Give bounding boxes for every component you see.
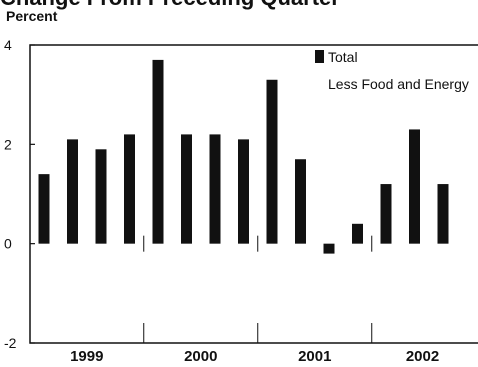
bar-total <box>181 134 192 244</box>
y-axis-unit-label: Percent <box>6 8 58 24</box>
y-tick-label: 2 <box>4 136 12 152</box>
bar-total <box>209 134 221 244</box>
x-axis-year-labels: 1999 2000 2001 2002 <box>70 235 439 365</box>
y-tick-label: -2 <box>4 335 17 351</box>
legend-swatch-total <box>315 50 324 63</box>
bar-total <box>266 79 278 244</box>
bar-total <box>352 223 363 244</box>
bar-total <box>380 184 392 244</box>
y-tick-label: 0 <box>4 236 12 252</box>
bars-group <box>38 59 449 254</box>
bar-total <box>437 184 449 244</box>
year-label: 1999 <box>70 348 103 365</box>
chart-title: Change From Preceding Quarter <box>0 0 478 9</box>
bar-total <box>152 59 164 244</box>
legend-label-total: Total <box>328 49 358 65</box>
plot-border <box>29 44 478 344</box>
bar-total <box>38 174 50 244</box>
bar-total <box>95 149 107 244</box>
year-label: 2002 <box>406 348 439 365</box>
bar-total <box>67 139 78 244</box>
bar-total <box>295 159 306 244</box>
bar-total <box>323 243 335 254</box>
year-label: 2000 <box>184 348 217 365</box>
legend: Total Less Food and Energy <box>315 49 469 92</box>
bar-total <box>124 134 135 244</box>
plot-frame <box>29 44 478 344</box>
y-axis-ticks: -2 0 2 4 <box>4 37 35 351</box>
bar-total <box>409 129 420 244</box>
legend-label-less-food-energy: Less Food and Energy <box>328 76 469 92</box>
y-tick-label: 4 <box>4 37 12 53</box>
year-label: 2001 <box>298 348 331 365</box>
bar-total <box>238 139 249 244</box>
